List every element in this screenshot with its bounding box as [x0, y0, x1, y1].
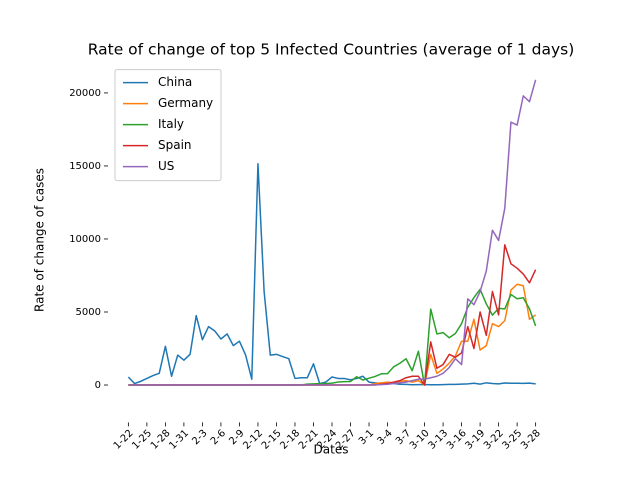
line-series — [128, 79, 537, 386]
legend-label: US — [158, 159, 174, 173]
legend-label: China — [158, 75, 192, 89]
legend-label: Spain — [158, 138, 192, 152]
y-tick-label: 10000 — [69, 234, 101, 245]
chart-title: Rate of change of top 5 Infected Countri… — [88, 41, 575, 59]
y-tick-label: 5000 — [76, 307, 101, 318]
x-axis-label: Dates — [314, 443, 349, 457]
legend-label: Italy — [158, 117, 184, 131]
line-series — [127, 163, 536, 386]
y-tick-label: 15000 — [69, 161, 101, 172]
y-tick-label: 20000 — [69, 88, 101, 99]
y-tick-label: 0 — [95, 380, 101, 391]
y-axis-label: Rate of change of cases — [33, 168, 47, 312]
legend-label: Germany — [158, 96, 213, 110]
legend-box — [114, 69, 222, 182]
